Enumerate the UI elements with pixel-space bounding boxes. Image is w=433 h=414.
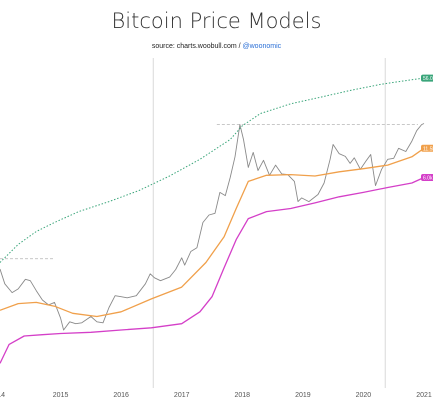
end-labels-group: 56.0k 11.5k 6.0k <box>421 74 433 181</box>
end-label-tag-1 <box>421 144 433 152</box>
x-tick-label-2015: 2015 <box>53 392 69 399</box>
end-label-text-0: 56.0k <box>423 76 433 82</box>
chart-subtitle: source: charts.woobull.com / @woonomic <box>0 43 433 50</box>
reference-lines-group <box>0 124 418 260</box>
x-tick-label-2021: 2021 <box>416 392 432 399</box>
x-tick-label-2019: 2019 <box>295 392 311 399</box>
series-line-2 <box>0 147 425 318</box>
subtitle-source: source: charts.woobull.com / <box>151 43 243 50</box>
series-group <box>0 77 425 364</box>
x-tick-label-2016: 2016 <box>113 392 129 399</box>
x-axis-ticks: 2014 2015 2016 2017 2018 2019 2020 2021 <box>0 392 432 399</box>
series-line-3 <box>0 176 425 364</box>
end-label-text-1: 11.5k <box>423 146 433 152</box>
end-label-text-2: 6.0k <box>423 175 433 181</box>
end-label-tag-0 <box>421 74 433 82</box>
x-tick-label-2014: 2014 <box>0 392 5 399</box>
series-line-0 <box>0 123 425 331</box>
x-tick-label-2020: 2020 <box>356 392 372 399</box>
subtitle-handle-link[interactable]: @woonomic <box>242 43 282 50</box>
halving-lines-group <box>152 58 386 388</box>
x-tick-label-2018: 2018 <box>234 392 250 399</box>
x-tick-label-2017: 2017 <box>174 392 190 399</box>
series-line-1 <box>0 77 425 263</box>
end-label-tag-2 <box>421 173 433 181</box>
chart-title: Bitcoin Price Models <box>111 9 322 33</box>
